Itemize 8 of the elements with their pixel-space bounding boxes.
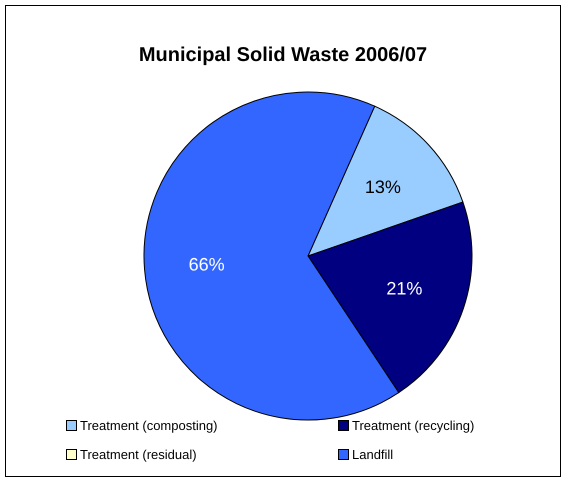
data-label: 13% (364, 177, 401, 198)
legend-label: Treatment (composting) (80, 418, 218, 433)
legend-label: Landfill (352, 447, 394, 462)
data-label: 21% (386, 278, 422, 298)
legend-label: Treatment (recycling) (352, 418, 474, 433)
legend-label: Treatment (residual) (80, 447, 197, 462)
data-label: 66% (188, 254, 225, 275)
chart-title: Municipal Solid Waste 2006/07 (138, 44, 428, 67)
